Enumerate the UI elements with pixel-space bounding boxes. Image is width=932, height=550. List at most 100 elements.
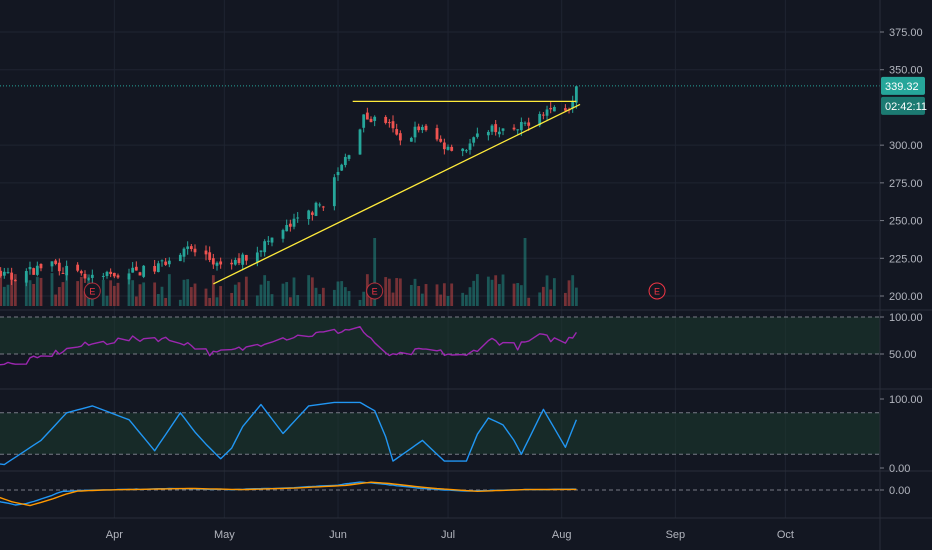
candle-body[interactable] — [54, 260, 58, 264]
candle-body[interactable] — [538, 114, 542, 126]
candle-body[interactable] — [472, 137, 476, 143]
candle-body[interactable] — [167, 260, 171, 265]
candle-body[interactable] — [6, 272, 10, 274]
time-tick-label[interactable]: Apr — [106, 529, 123, 541]
candle-body[interactable] — [0, 270, 3, 277]
time-tick-label[interactable]: Sep — [666, 529, 686, 541]
candle-body[interactable] — [409, 137, 413, 142]
candle-body[interactable] — [116, 275, 120, 278]
rsi-tick-label[interactable]: 100.00 — [889, 312, 923, 324]
candle-body[interactable] — [65, 265, 69, 276]
stoch-tick-label[interactable]: 100.00 — [889, 394, 923, 406]
price-tick-label[interactable]: 250.00 — [889, 216, 923, 228]
candle-body[interactable] — [435, 128, 439, 140]
candle-body[interactable] — [347, 155, 351, 159]
candle-body[interactable] — [164, 261, 168, 265]
candle-body[interactable] — [233, 259, 237, 265]
candle-body[interactable] — [50, 261, 54, 267]
time-tick-label[interactable]: May — [214, 529, 235, 541]
candle-body[interactable] — [373, 116, 377, 121]
candle-body[interactable] — [266, 240, 270, 242]
price-tick-label[interactable]: 300.00 — [889, 140, 923, 152]
candle-body[interactable] — [259, 250, 263, 252]
candle-body[interactable] — [527, 122, 531, 126]
candle-body[interactable] — [13, 280, 17, 282]
candle-body[interactable] — [369, 118, 373, 123]
candle-body[interactable] — [178, 254, 182, 262]
candle-body[interactable] — [336, 171, 340, 176]
candle-body[interactable] — [156, 263, 160, 273]
candle-body[interactable] — [442, 142, 446, 150]
time-tick-label[interactable]: Jul — [441, 529, 455, 541]
candle-body[interactable] — [424, 125, 428, 131]
candle-body[interactable] — [215, 262, 219, 266]
candle-body[interactable] — [288, 223, 292, 227]
candle-body[interactable] — [358, 129, 362, 155]
price-tick-label[interactable]: 375.00 — [889, 27, 923, 39]
price-tick-label[interactable]: 200.00 — [889, 291, 923, 303]
candle-body[interactable] — [519, 122, 523, 131]
time-tick-label[interactable]: Oct — [777, 529, 794, 541]
candle-body[interactable] — [439, 138, 443, 142]
candle-body[interactable] — [292, 218, 296, 227]
candle-body[interactable] — [310, 212, 314, 215]
candle-body[interactable] — [87, 278, 91, 280]
candle-body[interactable] — [420, 126, 424, 131]
candle-body[interactable] — [35, 265, 39, 275]
candle-body[interactable] — [79, 271, 83, 274]
candle-body[interactable] — [285, 225, 289, 232]
candle-body[interactable] — [109, 271, 113, 275]
candle-body[interactable] — [541, 114, 545, 116]
price-tick-label[interactable]: 225.00 — [889, 253, 923, 265]
candle-body[interactable] — [563, 108, 567, 111]
candle-body[interactable] — [395, 129, 399, 135]
candle-body[interactable] — [387, 122, 391, 124]
macd-tick-label[interactable]: 0.00 — [889, 485, 910, 497]
candle-body[interactable] — [343, 156, 347, 166]
candle-body[interactable] — [413, 126, 417, 138]
candle-body[interactable] — [127, 273, 131, 280]
candle-body[interactable] — [486, 131, 490, 136]
candle-body[interactable] — [571, 101, 575, 109]
candlesticks[interactable] — [0, 86, 578, 287]
candle-body[interactable] — [186, 246, 190, 249]
candle-body[interactable] — [516, 129, 520, 131]
candle-body[interactable] — [138, 272, 142, 276]
candle-body[interactable] — [2, 271, 6, 276]
candle-body[interactable] — [549, 107, 553, 110]
candle-body[interactable] — [490, 125, 494, 132]
time-tick-label[interactable]: Jun — [329, 529, 347, 541]
price-tick-label[interactable]: 350.00 — [889, 65, 923, 77]
stoch-tick-label[interactable]: 0.00 — [889, 463, 910, 475]
candle-body[interactable] — [475, 133, 479, 137]
candle-body[interactable] — [131, 267, 135, 273]
candle-body[interactable] — [545, 109, 549, 116]
candle-body[interactable] — [32, 268, 36, 275]
support-trendline[interactable] — [213, 103, 581, 285]
rsi-tick-label[interactable]: 50.00 — [889, 349, 917, 361]
candle-body[interactable] — [461, 148, 465, 152]
candle-body[interactable] — [398, 133, 402, 141]
candle-body[interactable] — [384, 116, 388, 123]
candle-body[interactable] — [182, 248, 186, 257]
candle-body[interactable] — [314, 202, 318, 216]
earnings-marker[interactable] — [83, 282, 101, 300]
candle-body[interactable] — [365, 112, 369, 120]
candle-body[interactable] — [501, 128, 505, 131]
candle-body[interactable] — [230, 262, 234, 265]
candle-body[interactable] — [340, 164, 344, 171]
candle-body[interactable] — [464, 150, 468, 152]
candle-body[interactable] — [24, 271, 28, 283]
candle-body[interactable] — [450, 146, 454, 151]
candle-body[interactable] — [90, 274, 94, 278]
candle-body[interactable] — [193, 248, 197, 253]
earnings-marker[interactable] — [366, 282, 384, 300]
candle-body[interactable] — [270, 237, 274, 243]
time-tick-label[interactable]: Aug — [552, 529, 572, 541]
candle-body[interactable] — [160, 260, 164, 262]
candle-body[interactable] — [83, 273, 87, 279]
candle-body[interactable] — [332, 177, 336, 207]
